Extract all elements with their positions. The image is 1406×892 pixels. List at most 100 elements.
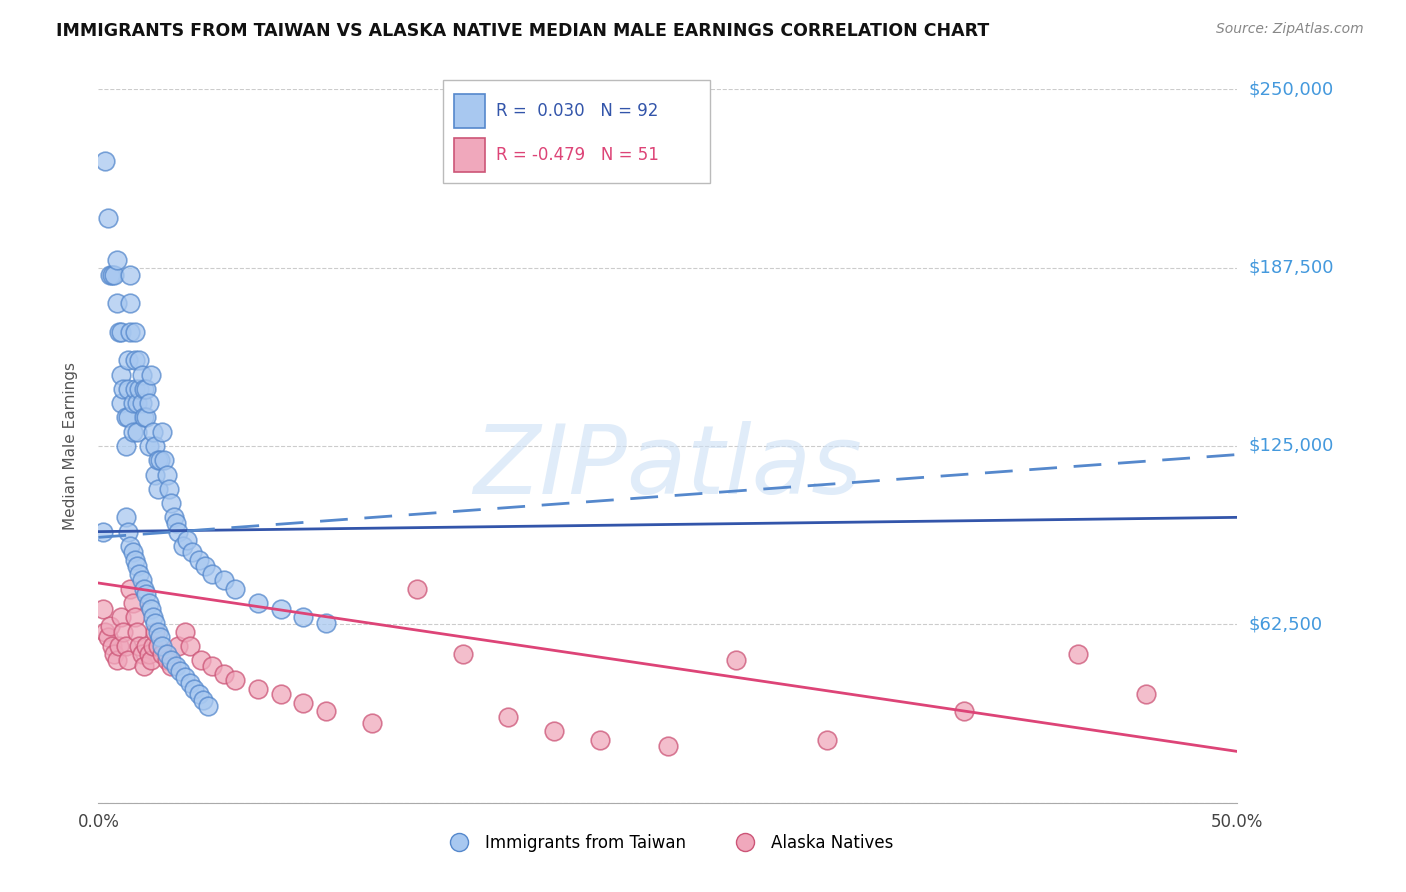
Point [142, 610, 165, 624]
Point [167, 639, 190, 653]
Point [1067, 648, 1090, 662]
Point [292, 696, 315, 710]
Point [174, 670, 197, 684]
Text: R =  0.030   N = 92: R = 0.030 N = 92 [496, 102, 658, 120]
Point [127, 624, 149, 639]
Point [190, 653, 212, 667]
Point [138, 439, 160, 453]
Point [91, 524, 114, 539]
Point [179, 676, 201, 690]
Point [156, 653, 179, 667]
Point [197, 698, 219, 713]
Point [165, 516, 187, 530]
Point [135, 639, 157, 653]
Point [156, 648, 179, 662]
Point [124, 610, 146, 624]
Point [270, 687, 292, 701]
Point [135, 410, 157, 425]
Point [117, 353, 139, 368]
Point [103, 648, 125, 662]
Point [110, 610, 132, 624]
Point [121, 425, 143, 439]
Point [169, 665, 191, 679]
Point [110, 325, 132, 339]
Point [101, 268, 124, 282]
Point [132, 410, 155, 425]
Text: ZIPatlas: ZIPatlas [474, 421, 862, 514]
Point [174, 624, 197, 639]
Point [138, 596, 160, 610]
Point [157, 482, 180, 496]
Text: $62,500: $62,500 [1249, 615, 1323, 633]
Point [162, 510, 184, 524]
Point [114, 510, 136, 524]
Point [657, 739, 679, 753]
Point [132, 582, 155, 596]
Point [179, 639, 201, 653]
Point [193, 693, 215, 707]
Point [146, 639, 169, 653]
Point [131, 368, 153, 382]
Point [270, 601, 292, 615]
Point [94, 153, 117, 168]
Point [194, 558, 217, 573]
Point [103, 268, 125, 282]
Point [139, 601, 162, 615]
Point [201, 658, 224, 673]
Point [1135, 687, 1157, 701]
Point [128, 567, 150, 582]
Point [105, 253, 128, 268]
Point [315, 705, 337, 719]
Point [160, 496, 183, 510]
Point [212, 667, 235, 681]
Point [139, 653, 162, 667]
Point [167, 524, 190, 539]
Point [135, 382, 157, 396]
Point [183, 681, 205, 696]
Point [117, 382, 139, 396]
Point [114, 639, 136, 653]
Legend: Immigrants from Taiwan, Alaska Natives: Immigrants from Taiwan, Alaska Natives [436, 828, 900, 859]
Point [124, 353, 146, 368]
Point [145, 615, 167, 630]
Point [114, 410, 136, 425]
Point [110, 396, 132, 410]
Point [138, 648, 160, 662]
Point [131, 648, 153, 662]
Text: Source: ZipAtlas.com: Source: ZipAtlas.com [1216, 22, 1364, 37]
Point [176, 533, 198, 548]
Point [128, 639, 150, 653]
Point [315, 615, 337, 630]
Point [112, 382, 135, 396]
Point [121, 396, 143, 410]
Point [139, 368, 162, 382]
Point [120, 539, 142, 553]
Point [224, 673, 246, 687]
Point [165, 658, 187, 673]
Point [160, 658, 183, 673]
Text: $125,000: $125,000 [1249, 437, 1334, 455]
Point [246, 596, 269, 610]
Point [145, 624, 167, 639]
Point [117, 410, 139, 425]
Point [360, 715, 382, 730]
Point [142, 639, 165, 653]
Point [149, 453, 172, 467]
Point [132, 382, 155, 396]
Point [128, 382, 150, 396]
Text: $187,500: $187,500 [1249, 259, 1334, 277]
Point [135, 587, 157, 601]
Point [156, 467, 179, 482]
Point [138, 396, 160, 410]
Point [212, 573, 235, 587]
Point [150, 425, 173, 439]
Point [105, 653, 128, 667]
Point [120, 582, 142, 596]
Point [120, 268, 142, 282]
Point [127, 558, 149, 573]
Point [120, 296, 142, 310]
Point [124, 325, 146, 339]
Point [91, 601, 114, 615]
Point [96, 630, 118, 644]
Point [160, 653, 183, 667]
